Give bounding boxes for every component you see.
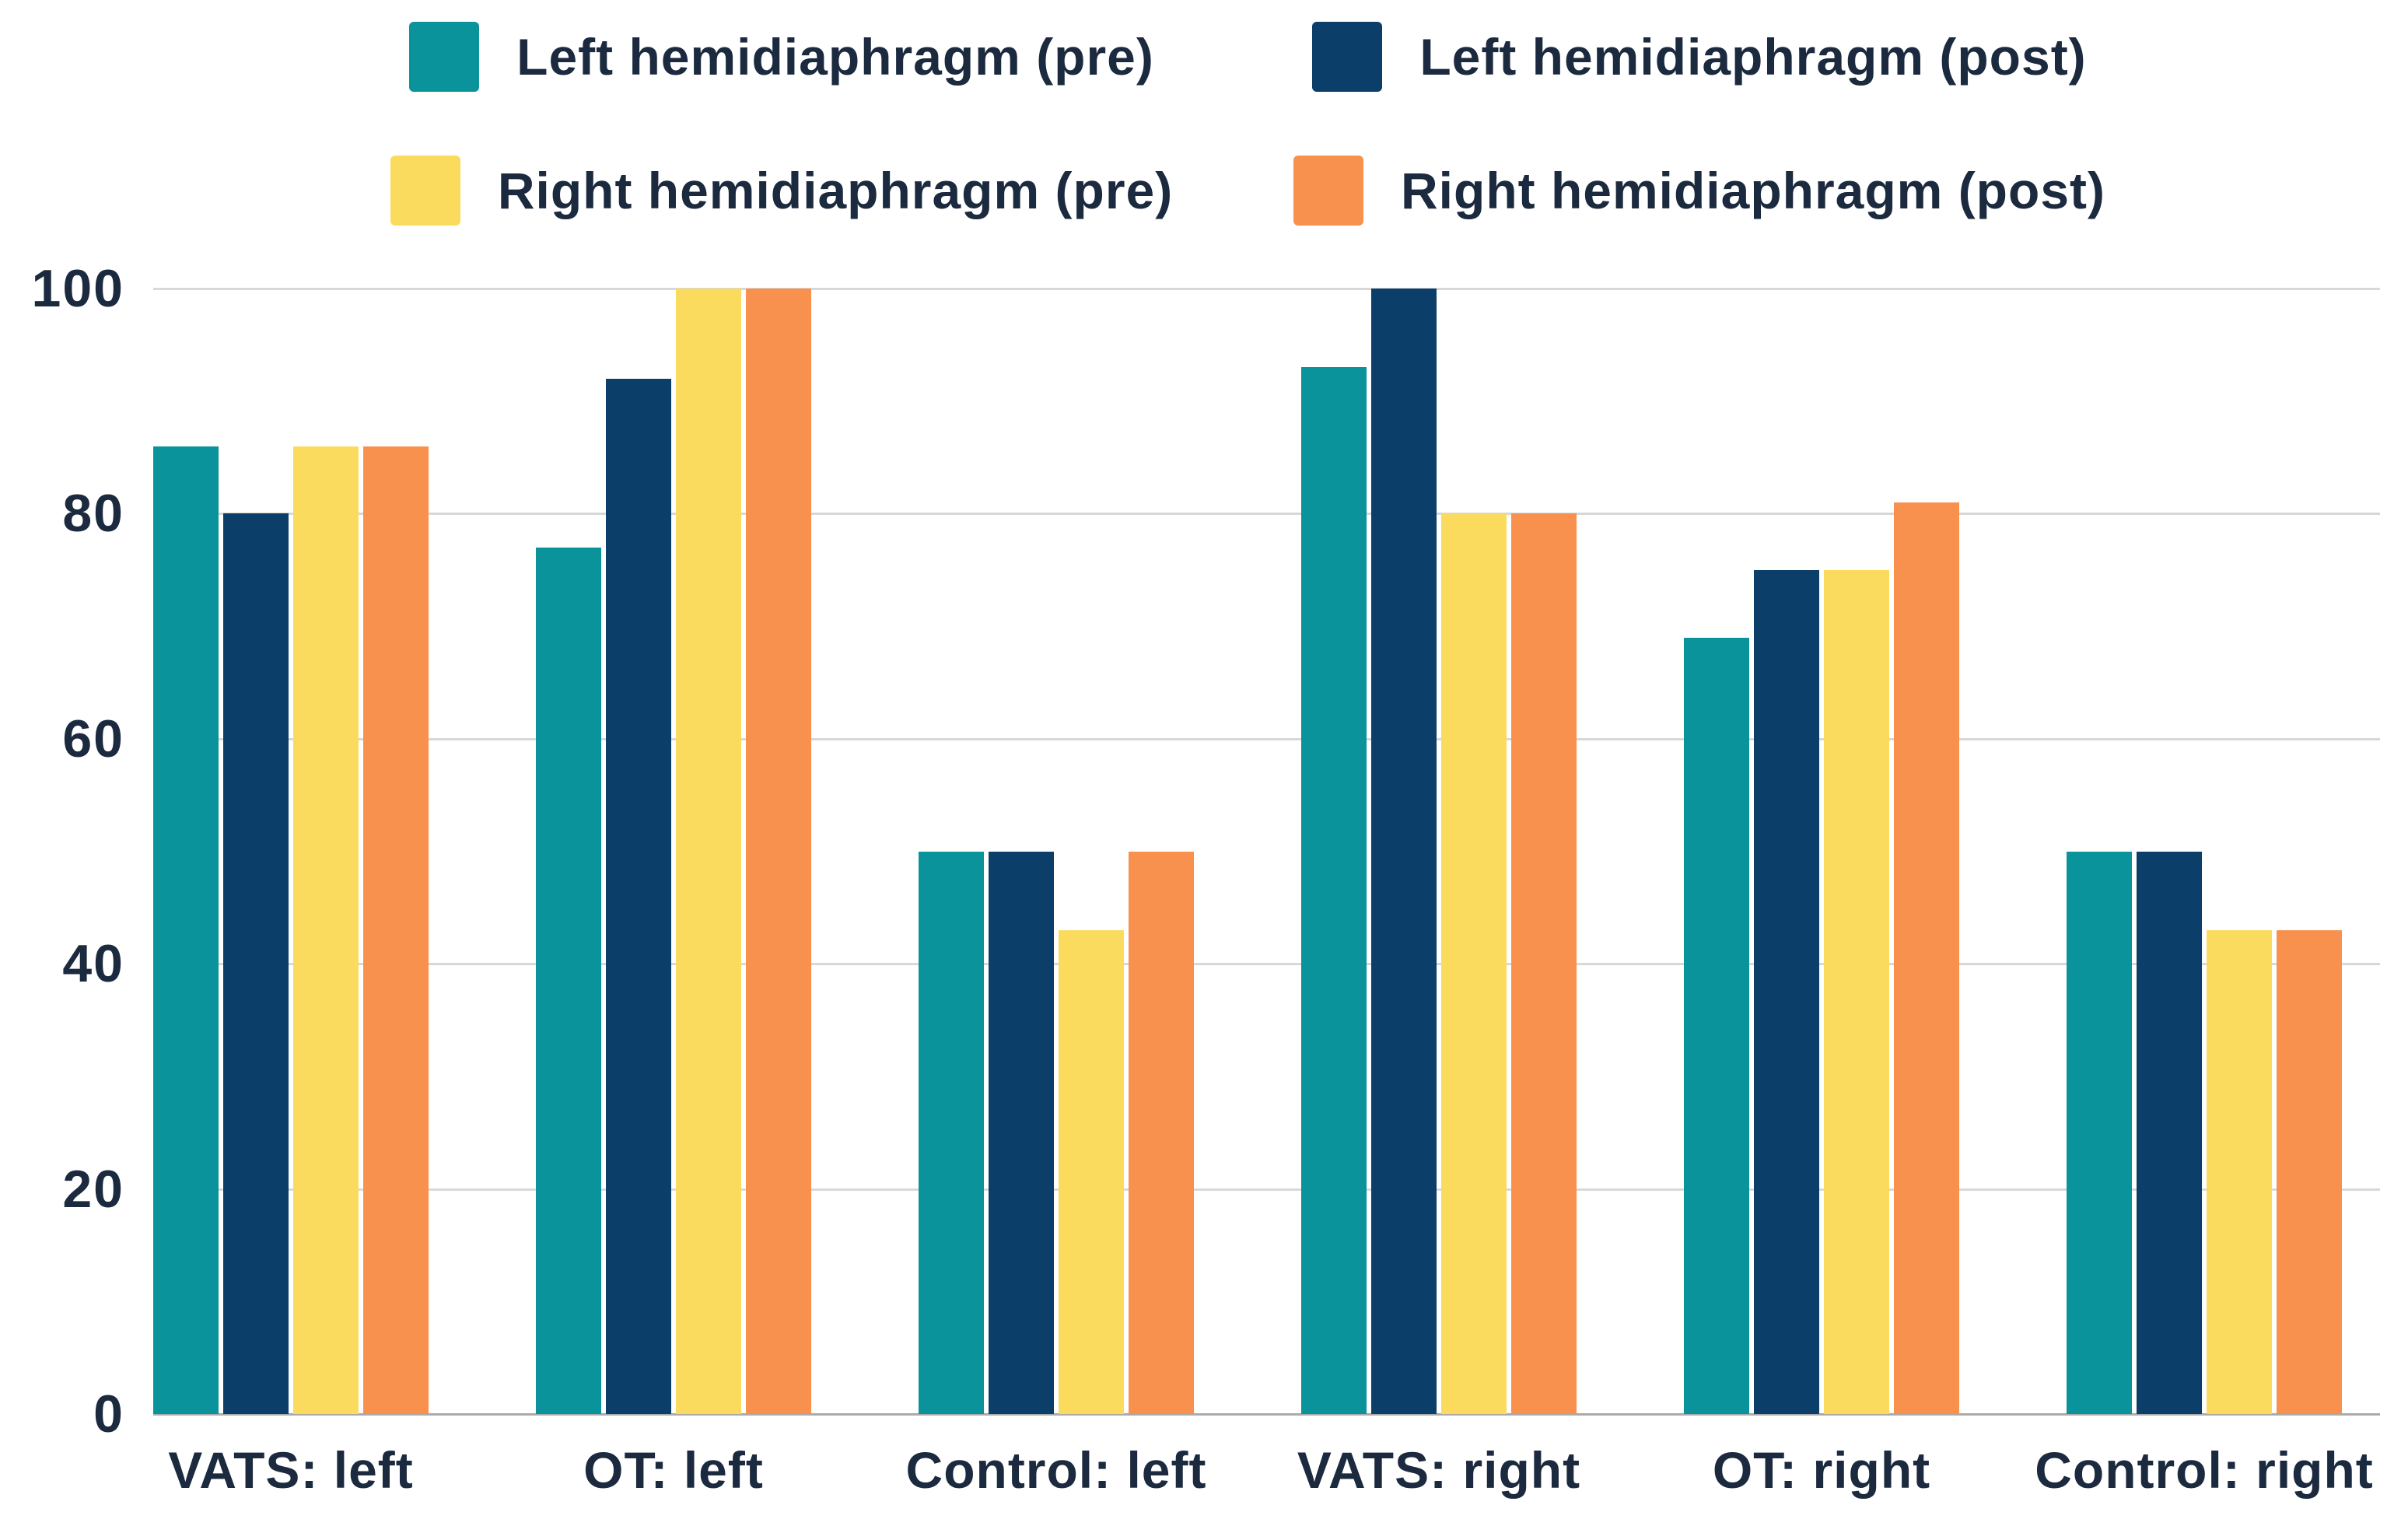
legend-label-left-post: Left hemidiaphragm (post): [1419, 28, 2087, 86]
gridline-60: [153, 737, 2380, 740]
y-tick-label-40: 40: [62, 934, 124, 994]
bar-control-right-series-2: [2207, 929, 2272, 1414]
bar-ot-left-series-1: [606, 378, 671, 1414]
bar-control-right-series-0: [2067, 851, 2132, 1414]
bar-ot-right-series-3: [1894, 502, 1959, 1414]
legend-label-right-pre: Right hemidiaphragm (pre): [497, 162, 1174, 219]
y-tick-label-60: 60: [62, 709, 124, 768]
y-tick-label-100: 100: [31, 259, 124, 318]
bar-ot-left-series-2: [676, 289, 741, 1414]
legend-swatch-left-post-icon: [1312, 22, 1383, 92]
x-tick-label-control-left: Control: left: [905, 1441, 1207, 1499]
bar-ot-right-series-0: [1684, 637, 1749, 1414]
bar-control-right-series-1: [2137, 851, 2202, 1414]
legend-item-right-post: Right hemidiaphragm (post): [1293, 156, 2105, 226]
x-tick-label-vats-right: VATS: right: [1297, 1441, 1581, 1499]
bar-vats-left-series-1: [223, 513, 289, 1414]
y-tick-label-0: 0: [93, 1384, 124, 1444]
legend-item-right-pre: Right hemidiaphragm (pre): [390, 156, 1173, 226]
legend-swatch-right-post-icon: [1293, 156, 1363, 226]
bar-vats-left-series-3: [363, 446, 429, 1414]
bar-vats-right-series-3: [1511, 513, 1577, 1414]
bar-control-left-series-1: [989, 851, 1054, 1414]
x-tick-label-control-right: Control: right: [2035, 1441, 2374, 1499]
legend: Left hemidiaphragm (pre) Right hemidiaph…: [0, 22, 2408, 255]
bar-control-left-series-3: [1129, 851, 1194, 1414]
gridline-40: [153, 963, 2380, 966]
x-tick-label-vats-left: VATS: left: [168, 1441, 414, 1499]
legend-column-left: Left hemidiaphragm (pre) Right hemidiaph…: [272, 22, 1291, 226]
y-tick-label-80: 80: [62, 484, 124, 544]
x-tick-label-ot-left: OT: left: [583, 1441, 764, 1499]
legend-label-left-pre: Left hemidiaphragm (pre): [516, 28, 1154, 86]
bar-vats-right-series-1: [1371, 289, 1437, 1414]
legend-item-left-pre: Left hemidiaphragm (pre): [409, 22, 1154, 92]
gridline-20: [153, 1188, 2380, 1191]
bar-vats-right-series-2: [1441, 513, 1507, 1414]
gridline-0: [153, 1413, 2380, 1416]
legend-item-left-post: Left hemidiaphragm (post): [1312, 22, 2086, 92]
bar-vats-left-series-0: [153, 446, 219, 1414]
bar-ot-left-series-0: [536, 547, 601, 1414]
bar-vats-right-series-0: [1301, 367, 1367, 1414]
legend-swatch-left-pre-icon: [409, 22, 480, 92]
bar-control-right-series-3: [2277, 929, 2342, 1414]
x-tick-label-ot-right: OT: right: [1712, 1441, 1931, 1499]
bar-vats-left-series-2: [293, 446, 359, 1414]
gridline-80: [153, 513, 2380, 516]
legend-label-right-post: Right hemidiaphragm (post): [1401, 162, 2105, 219]
bar-control-left-series-0: [919, 851, 984, 1414]
bar-ot-right-series-2: [1824, 569, 1889, 1414]
y-tick-label-20: 20: [62, 1159, 124, 1219]
bar-control-left-series-2: [1059, 929, 1124, 1414]
legend-column-right: Left hemidiaphragm (post) Right hemidiap…: [1190, 22, 2209, 226]
bar-ot-right-series-1: [1754, 569, 1819, 1414]
bar-ot-left-series-3: [746, 289, 811, 1414]
legend-swatch-right-pre-icon: [390, 156, 460, 226]
gridline-100: [153, 288, 2380, 290]
